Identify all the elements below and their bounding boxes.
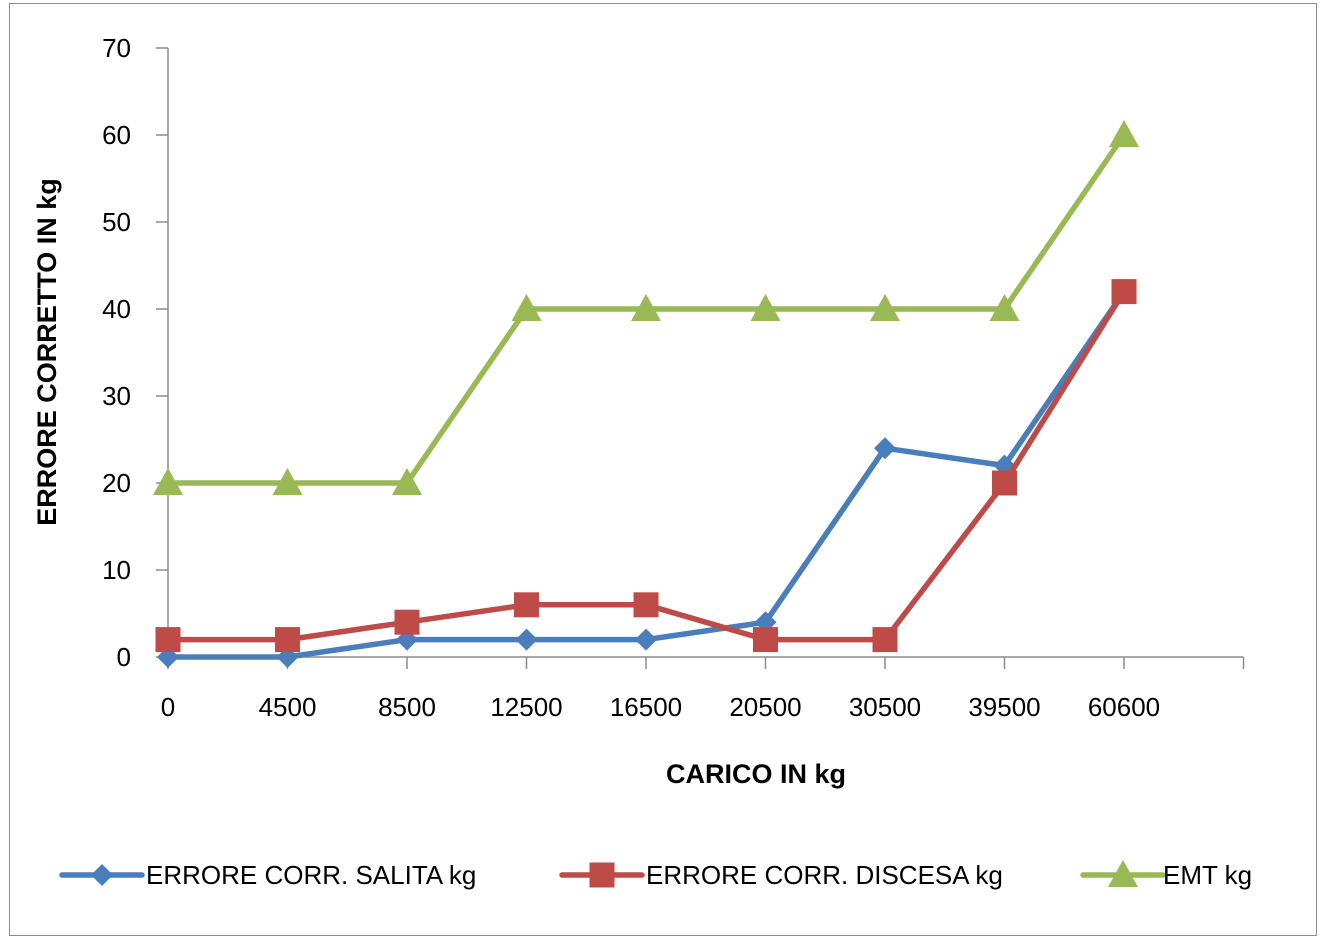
series-layer xyxy=(153,120,1139,668)
data-point xyxy=(1111,279,1137,305)
series-3 xyxy=(153,120,1139,495)
legend-swatch-marker xyxy=(1108,860,1138,887)
y-tick-label: 70 xyxy=(102,33,131,63)
y-axis-title: ERRORE CORRETTO IN kg xyxy=(32,178,62,526)
data-point xyxy=(870,294,900,321)
data-point xyxy=(392,468,422,495)
legend-item: ERRORE CORR. DISCESA kg xyxy=(559,860,1003,890)
chart-area xyxy=(9,3,1317,936)
data-point xyxy=(635,628,657,651)
data-point xyxy=(874,437,896,460)
y-tick-label: 30 xyxy=(102,381,131,411)
data-point xyxy=(872,627,898,653)
x-tick-label: 20500 xyxy=(729,692,801,722)
legend-item: ERRORE CORR. SALITA kg xyxy=(59,860,476,890)
y-tick-label: 20 xyxy=(102,468,131,498)
data-point xyxy=(631,294,661,321)
legend-label: EMT kg xyxy=(1163,860,1252,890)
x-tick-label: 12500 xyxy=(490,692,562,722)
data-point xyxy=(633,592,659,618)
data-point xyxy=(153,468,183,495)
legend-label: ERRORE CORR. SALITA kg xyxy=(146,860,476,890)
legend-swatch-marker xyxy=(91,864,113,886)
y-tick-label: 50 xyxy=(102,207,131,237)
data-point xyxy=(1109,120,1139,147)
x-tick-label: 0 xyxy=(161,692,175,722)
data-point xyxy=(275,627,300,653)
data-point xyxy=(753,627,778,653)
series-line xyxy=(165,288,1127,643)
data-point xyxy=(514,592,539,618)
data-point xyxy=(989,294,1020,321)
data-point xyxy=(515,628,538,651)
legend-swatch-marker xyxy=(589,862,615,888)
x-tick-label: 39500 xyxy=(968,692,1040,722)
legend: ERRORE CORR. SALITA kg ERRORE CORR. DISCE… xyxy=(59,860,1252,890)
series-2 xyxy=(155,279,1137,653)
data-point xyxy=(750,294,781,321)
y-tick-label: 40 xyxy=(102,294,131,324)
data-point xyxy=(992,470,1017,496)
y-tick-label: 10 xyxy=(102,555,131,585)
legend-label: ERRORE CORR. DISCESA kg xyxy=(646,860,1003,890)
data-point xyxy=(155,627,181,653)
x-axis-title: CARICO IN kg xyxy=(666,759,846,789)
axes: 0 10 20 30 40 50 60 70 0 4500 8500 12500 16500 20500 3… xyxy=(102,33,1245,722)
y-tick-label: 0 xyxy=(117,642,131,672)
legend-item: EMT kg xyxy=(1080,860,1252,890)
x-tick-label: 16500 xyxy=(610,692,682,722)
data-point xyxy=(272,468,303,495)
data-point xyxy=(511,294,542,321)
x-tick-label: 4500 xyxy=(259,692,317,722)
data-point xyxy=(394,609,420,635)
y-tick-label: 60 xyxy=(102,120,131,150)
x-tick-label: 60600 xyxy=(1088,692,1160,722)
x-tick-label: 8500 xyxy=(378,692,436,722)
x-tick-label: 30500 xyxy=(849,692,921,722)
